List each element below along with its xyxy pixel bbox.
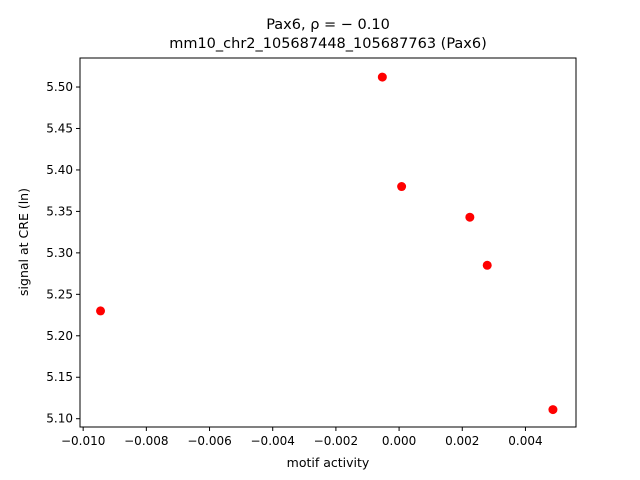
y-tick-label: 5.15	[46, 370, 73, 384]
y-tick-label: 5.25	[46, 287, 73, 301]
data-point	[482, 260, 492, 270]
x-tick-label: 0.004	[508, 434, 542, 448]
x-tick-label: −0.010	[61, 434, 105, 448]
y-tick-label: 5.30	[46, 246, 73, 260]
y-axis-ticks: 5.10 5.15 5.20 5.25 5.30 5.35 5.40 5.45 5.50	[46, 80, 80, 426]
x-tick-label: −0.006	[187, 434, 231, 448]
data-point	[397, 182, 407, 192]
x-tick-label: 0.002	[445, 434, 479, 448]
data-point	[465, 212, 475, 222]
y-tick-label: 5.20	[46, 329, 73, 343]
y-tick-label: 5.50	[46, 80, 73, 94]
data-point	[377, 72, 387, 82]
y-tick-label: 5.10	[46, 412, 73, 426]
data-points	[96, 72, 558, 415]
x-tick-label: −0.004	[251, 434, 295, 448]
data-point	[548, 405, 558, 415]
x-tick-label: −0.008	[124, 434, 168, 448]
x-tick-label: 0.000	[382, 434, 416, 448]
x-axis-label: motif activity	[287, 455, 370, 470]
y-axis-label: signal at CRE (ln)	[16, 188, 31, 296]
x-axis-ticks: −0.010 −0.008 −0.006 −0.004 −0.002 0.000 0.002…	[61, 427, 543, 448]
data-point	[96, 306, 106, 316]
chart-title-line-2: mm10_chr2_105687448_105687763 (Pax6)	[169, 36, 487, 52]
x-tick-label: −0.002	[314, 434, 358, 448]
y-tick-label: 5.40	[46, 163, 73, 177]
y-tick-label: 5.45	[46, 121, 73, 135]
y-tick-label: 5.35	[46, 204, 73, 218]
chart-title-line-1: Pax6, ρ = − 0.10	[266, 17, 390, 33]
plot-frame	[79, 57, 577, 428]
